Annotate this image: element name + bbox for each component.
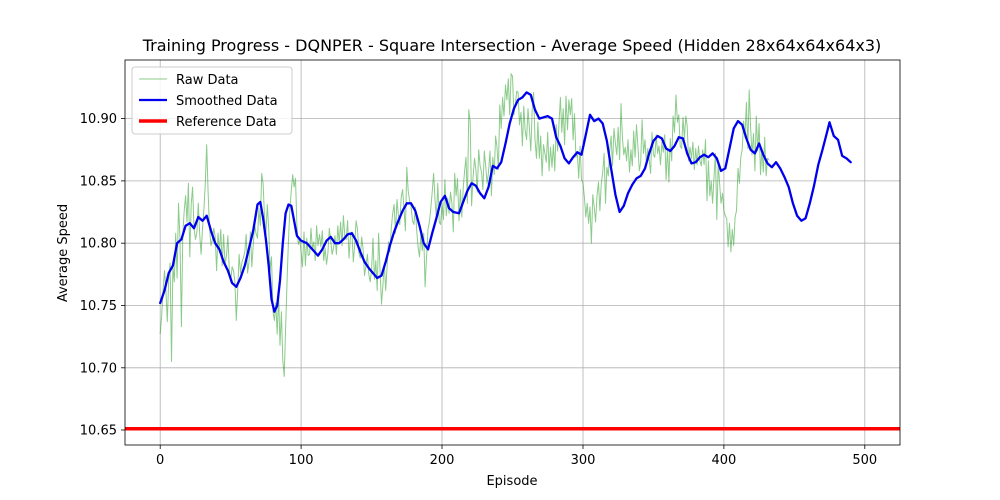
x-tick-label: 300	[571, 453, 596, 468]
x-tick-label: 0	[156, 453, 164, 468]
legend-label-raw-data: Raw Data	[176, 73, 239, 88]
legend-label-reference-data: Reference Data	[176, 115, 277, 130]
legend-box	[131, 66, 293, 135]
y-tick-label: 10.90	[80, 112, 117, 127]
chart-title: Training Progress - DQNPER - Square Inte…	[142, 36, 882, 55]
smoothed-data-line	[159, 91, 852, 313]
x-axis-label: Episode	[486, 474, 537, 489]
y-tick-label: 10.70	[80, 361, 117, 376]
x-tick-label: 400	[711, 453, 736, 468]
legend: Raw Data Smoothed Data Reference Data	[131, 66, 293, 135]
y-axis-label: Average Speed	[56, 204, 71, 302]
y-tick-label: 10.75	[80, 299, 117, 314]
x-tick-label: 200	[430, 453, 455, 468]
plot-series	[125, 73, 900, 431]
y-tick-label: 10.85	[80, 174, 117, 189]
x-tick-label: 100	[289, 453, 314, 468]
plot-frame	[124, 59, 901, 446]
axis-ticks: 0 100 200 300 400 500 10.65 10.70 10.75 10.80 10.8…	[80, 112, 877, 468]
x-tick-label: 500	[852, 453, 877, 468]
y-tick-label: 10.80	[80, 237, 117, 252]
legend-label-smoothed-data: Smoothed Data	[176, 94, 278, 109]
y-tick-label: 10.65	[80, 424, 117, 439]
